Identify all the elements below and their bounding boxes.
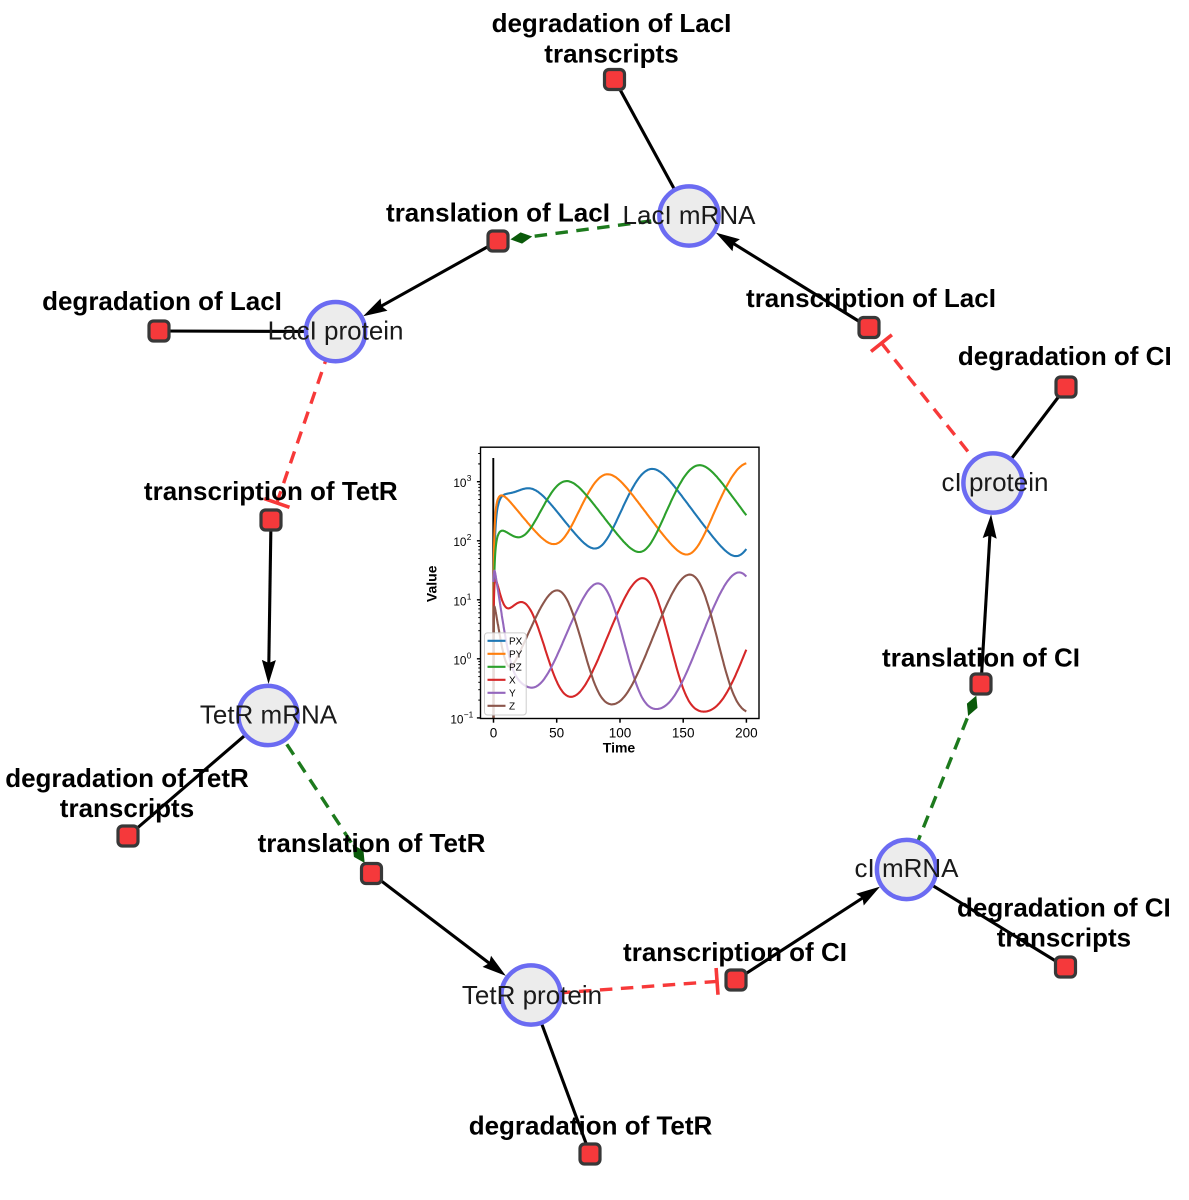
svg-text:1: 1 (467, 591, 472, 601)
svg-text:transcripts: transcripts (997, 922, 1131, 952)
svg-text:degradation of CI: degradation of CI (957, 893, 1171, 923)
svg-text:transcription of TetR: transcription of TetR (144, 476, 398, 506)
svg-text:translation of CI: translation of CI (882, 643, 1080, 673)
svg-text:150: 150 (672, 725, 695, 740)
svg-text:50: 50 (549, 725, 564, 740)
svg-text:Time: Time (603, 740, 636, 756)
svg-text:LacI mRNA: LacI mRNA (623, 200, 757, 230)
svg-text:10: 10 (453, 594, 467, 608)
svg-text:cI mRNA: cI mRNA (855, 853, 960, 883)
svg-text:3: 3 (467, 473, 472, 483)
svg-text:degradation of CI: degradation of CI (958, 341, 1172, 371)
svg-text:10: 10 (450, 712, 464, 726)
svg-text:transcription of CI: transcription of CI (623, 937, 847, 967)
svg-text:PZ: PZ (509, 662, 522, 673)
svg-text:Z: Z (509, 701, 515, 712)
svg-text:10: 10 (453, 535, 467, 549)
svg-text:PX: PX (509, 636, 523, 647)
svg-text:translation of TetR: translation of TetR (258, 828, 486, 858)
svg-text:degradation of TetR: degradation of TetR (5, 763, 249, 793)
svg-text:0: 0 (467, 650, 472, 660)
svg-text:−1: −1 (464, 709, 474, 719)
svg-text:LacI protein: LacI protein (268, 316, 404, 346)
svg-text:10: 10 (453, 476, 467, 490)
svg-text:translation of LacI: translation of LacI (386, 198, 610, 228)
svg-text:transcription of LacI: transcription of LacI (746, 283, 996, 313)
svg-text:X: X (509, 675, 516, 686)
svg-text:Y: Y (509, 688, 516, 699)
svg-text:degradation of TetR: degradation of TetR (469, 1110, 713, 1140)
svg-text:TetR protein: TetR protein (462, 980, 602, 1010)
svg-text:TetR mRNA: TetR mRNA (200, 700, 338, 730)
svg-text:PY: PY (509, 649, 523, 660)
svg-text:degradation of LacI: degradation of LacI (492, 8, 732, 38)
svg-text:2: 2 (467, 532, 472, 542)
svg-text:transcripts: transcripts (60, 793, 194, 823)
svg-text:cI protein: cI protein (942, 467, 1049, 497)
svg-text:0: 0 (490, 725, 498, 740)
svg-text:100: 100 (609, 725, 632, 740)
svg-text:Value: Value (424, 565, 440, 602)
svg-text:200: 200 (735, 725, 758, 740)
svg-text:degradation of LacI: degradation of LacI (42, 286, 282, 316)
svg-text:transcripts: transcripts (544, 39, 678, 69)
svg-text:10: 10 (453, 653, 467, 667)
